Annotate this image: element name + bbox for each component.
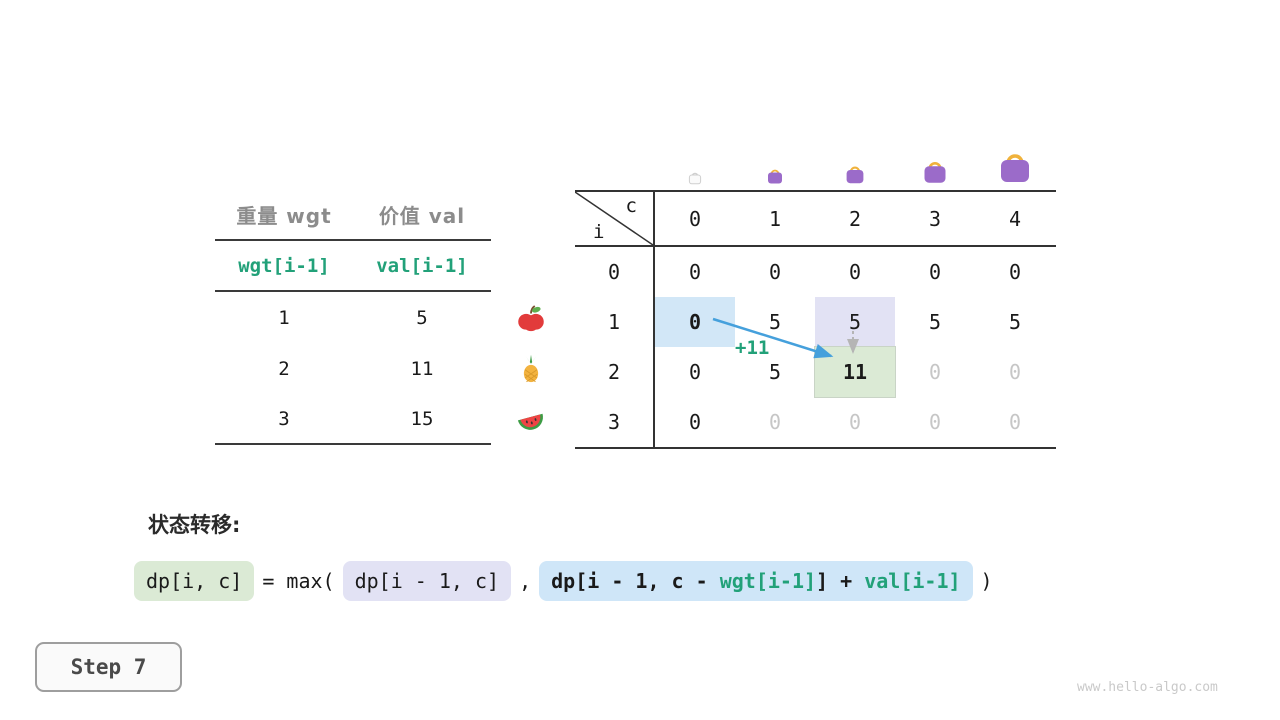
formula-closing: ) bbox=[980, 569, 993, 593]
dp-cell-3-0: 0 bbox=[688, 410, 702, 434]
dp-row-header-3: 3 bbox=[575, 397, 655, 447]
dp-cell-2-2: 11 bbox=[814, 346, 896, 398]
dp-cell-1-0: 0 bbox=[655, 297, 735, 347]
dp-cell-3-4: 0 bbox=[1008, 410, 1022, 434]
dp-col-header-0: 0 bbox=[688, 206, 702, 231]
watermelon-icon bbox=[516, 405, 546, 435]
item-2-weight: 2 bbox=[278, 357, 290, 380]
corner-col-var: c bbox=[625, 195, 637, 217]
bag-icon-capacity-3 bbox=[920, 155, 950, 185]
option-take-val: val[i-1] bbox=[864, 569, 961, 593]
dp-cell-0-1: 0 bbox=[768, 260, 782, 284]
pineapple-icon bbox=[516, 354, 546, 384]
watermark: www.hello-algo.com bbox=[1077, 680, 1218, 695]
dp-col-header-3: 3 bbox=[928, 206, 942, 231]
dp-cell-2-1: 5 bbox=[768, 360, 782, 384]
item-row-2: 2 11 bbox=[215, 343, 491, 394]
diagonal-line bbox=[575, 192, 653, 245]
dp-cell-0-3: 0 bbox=[928, 260, 942, 284]
item-1-weight: 1 bbox=[278, 306, 290, 329]
dp-cell-3-2: 0 bbox=[848, 410, 862, 434]
dp-row-header-1: 1 bbox=[575, 297, 655, 347]
formula-option-take: dp[i - 1, c - wgt[i-1]] + val[i-1] bbox=[539, 561, 973, 601]
dp-cell-0-4: 0 bbox=[1008, 260, 1022, 284]
dp-row-header-0: 0 bbox=[575, 247, 655, 297]
dp-cell-2-4: 0 bbox=[1008, 360, 1022, 384]
dp-row-3: 3 0 0 0 0 0 bbox=[575, 397, 1056, 447]
dp-cell-2-0: 0 bbox=[688, 360, 702, 384]
dp-header-row: c i 0 1 2 3 4 bbox=[575, 192, 1056, 247]
dp-cell-2-3: 0 bbox=[928, 360, 942, 384]
dp-col-header-4: 4 bbox=[1008, 206, 1022, 231]
item-3-value: 15 bbox=[410, 407, 434, 430]
dp-cell-0-0: 0 bbox=[688, 260, 702, 284]
bag-icon-capacity-0 bbox=[687, 169, 703, 185]
formula-wgt: wgt[i-1] bbox=[238, 254, 330, 277]
dp-cell-1-2: 5 bbox=[815, 297, 895, 347]
formula-dp-current: dp[i, c] bbox=[134, 561, 255, 601]
step-label: Step 7 bbox=[70, 655, 147, 679]
item-2-value: 11 bbox=[410, 357, 434, 380]
apple-icon bbox=[516, 303, 546, 333]
item-row-3: 3 15 bbox=[215, 394, 491, 445]
col-header-weight: 重量 wgt bbox=[236, 204, 332, 228]
items-table-formula-row: wgt[i-1] val[i-1] bbox=[215, 241, 491, 292]
dp-cell-1-4: 5 bbox=[1008, 310, 1022, 334]
formula-option-skip: dp[i - 1, c] bbox=[342, 561, 512, 601]
dp-row-1: 1 0 5 5 5 5 bbox=[575, 297, 1056, 347]
dp-cell-3-3: 0 bbox=[928, 410, 942, 434]
items-table-header-row: 重量 wgt 价值 val bbox=[215, 190, 491, 241]
dp-cell-3-1: 0 bbox=[768, 410, 782, 434]
bag-icon-capacity-2 bbox=[843, 161, 867, 185]
option-take-mid: ] + bbox=[816, 569, 865, 593]
step-badge: Step 7 bbox=[35, 642, 182, 692]
corner-row-var: i bbox=[593, 221, 605, 243]
option-take-prefix: dp[i - 1, c - bbox=[551, 569, 720, 593]
added-value-label: +11 bbox=[735, 337, 770, 359]
bag-icon-capacity-4 bbox=[995, 145, 1035, 185]
dp-row-header-2: 2 bbox=[575, 347, 655, 397]
dp-col-header-1: 1 bbox=[768, 206, 782, 231]
formula-separator: , bbox=[519, 569, 532, 593]
formula-val: val[i-1] bbox=[376, 254, 468, 277]
transition-formula: dp[i, c] = max( dp[i - 1, c] , dp[i - 1,… bbox=[134, 561, 993, 601]
transition-heading: 状态转移: bbox=[148, 513, 241, 537]
dp-col-header-2: 2 bbox=[848, 206, 862, 231]
item-row-1: 1 5 bbox=[215, 292, 491, 343]
item-1-value: 5 bbox=[416, 306, 428, 329]
dp-row-0: 0 0 0 0 0 0 bbox=[575, 247, 1056, 297]
dp-cell-1-3: 5 bbox=[928, 310, 942, 334]
option-take-wgt: wgt[i-1] bbox=[719, 569, 817, 593]
dp-table: c i 0 1 2 3 4 0 0 0 0 0 0 1 0 5 5 5 5 2 bbox=[575, 190, 1056, 449]
dp-cell-0-2: 0 bbox=[848, 260, 862, 284]
items-table: 重量 wgt 价值 val wgt[i-1] val[i-1] 1 5 2 11… bbox=[215, 190, 491, 445]
item-3-weight: 3 bbox=[278, 407, 290, 430]
formula-operator: = max( bbox=[262, 569, 335, 593]
bag-icon-capacity-1 bbox=[765, 165, 785, 185]
dp-row-2: 2 0 5 11 0 0 bbox=[575, 346, 1056, 398]
dp-corner-cell: c i bbox=[575, 192, 655, 245]
col-header-value: 价值 val bbox=[378, 204, 466, 228]
